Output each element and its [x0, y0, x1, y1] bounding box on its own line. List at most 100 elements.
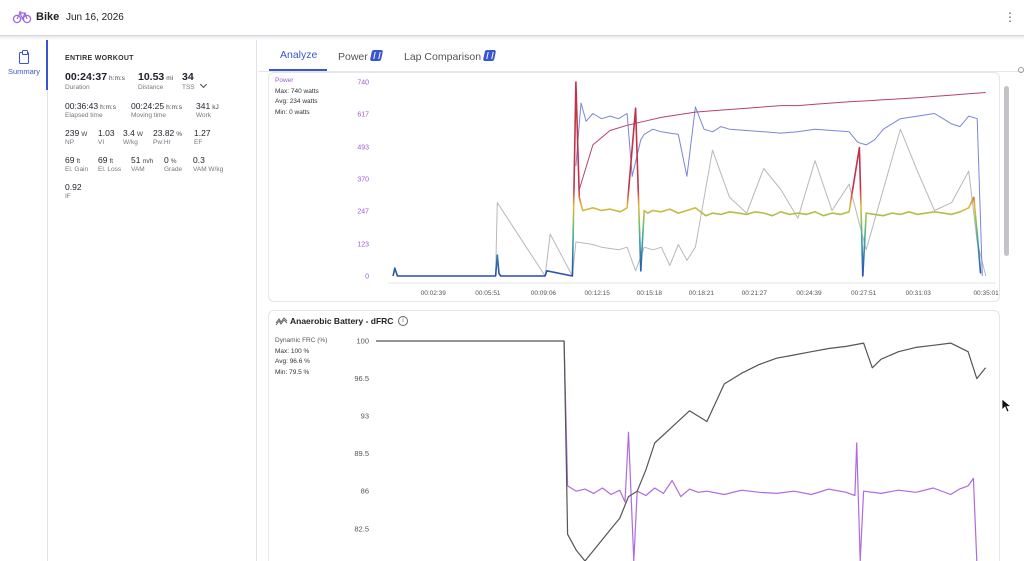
- y-tick-label: 96.5: [354, 374, 369, 383]
- metric-ef: 1.27 EF: [194, 128, 211, 146]
- metric-unit: ft: [109, 158, 114, 165]
- metric-label: IF: [65, 193, 71, 200]
- metric-if: 0.92 IF: [65, 182, 82, 200]
- metric-value: 0.92: [65, 182, 82, 192]
- metric-label: TSS: [182, 84, 195, 91]
- y-tick-label: 617: [357, 112, 369, 119]
- grey-series-line: [495, 128, 987, 277]
- x-tick-label: 00:24:39: [796, 290, 822, 297]
- metric-label: Distance: [138, 84, 164, 91]
- metric-tss[interactable]: 34 TSS: [182, 71, 207, 91]
- summary-heading: ENTIRE WORKOUT: [65, 55, 134, 62]
- metric-el-loss: 69 ft El. Loss: [98, 155, 121, 173]
- metric-unit: m/h: [142, 158, 154, 165]
- clipboard-icon[interactable]: [19, 50, 29, 64]
- metric-value: 0: [164, 155, 169, 165]
- metric-label: Work: [196, 112, 212, 119]
- metric-label: W/kg: [123, 139, 138, 146]
- metric-label: El. Gain: [65, 166, 89, 173]
- legend-avg: Avg: 96.6 %: [275, 358, 310, 365]
- metric-moving-time: 00:24:25 h:m:s Moving time: [131, 101, 182, 119]
- metric-el-gain: 69 ft El. Gain: [65, 155, 88, 173]
- y-tick-label: 370: [357, 177, 369, 184]
- metric-vi: 1.03 VI: [98, 128, 115, 146]
- settings-dot-icon[interactable]: [1018, 67, 1024, 73]
- rail-active-indicator: [46, 40, 48, 90]
- active-tab-underline: [269, 69, 327, 71]
- y-tick-label: 493: [357, 144, 369, 151]
- x-tick-label: 00:27:51: [851, 290, 877, 297]
- legend-min: Min: 0 watts: [275, 108, 310, 116]
- page-title: Bike: [36, 11, 60, 23]
- metric-value: 10.53: [138, 71, 165, 83]
- dfrc-legend: Dynamic FRC (%) Max: 100 % Avg: 96.6 % M…: [275, 336, 327, 378]
- tab-analyze[interactable]: Analyze: [280, 49, 317, 61]
- x-tick-label: 00:05:51: [475, 290, 501, 297]
- metric-value: 0.3: [193, 155, 205, 165]
- metric-unit: h:m:s: [100, 104, 116, 111]
- x-tick-label: 00:35:01: [973, 290, 999, 297]
- legend-max: Max: 100 %: [275, 347, 310, 355]
- metric-unit: ft: [76, 158, 81, 165]
- mouse-cursor-icon: [1001, 398, 1013, 413]
- top-bar: Bike Jun 16, 2026 ⋮: [0, 0, 1024, 36]
- y-tick-label: 123: [357, 241, 369, 248]
- metric-unit: W: [136, 131, 143, 138]
- legend-max: Max: 740 watts: [275, 87, 319, 95]
- metric-label: VI: [98, 139, 105, 146]
- blue-series-line: [575, 102, 983, 277]
- metric-value: 23.82: [153, 128, 175, 138]
- metric-value: 3.4: [123, 128, 135, 138]
- legend-min: Min: 79.5 %: [275, 368, 310, 376]
- metric-elapsed-time: 00:36:43 h:m:s Elapsed time: [65, 101, 116, 119]
- power-line: [392, 81, 982, 277]
- x-tick-label: 00:09:06: [531, 290, 557, 297]
- metric-label: EF: [194, 139, 203, 146]
- metric-label: El. Loss: [98, 166, 122, 173]
- battery-trend-icon: [275, 317, 288, 326]
- y-tick-label: 247: [357, 209, 369, 216]
- metric-np: 239 W NP: [65, 128, 87, 146]
- tab-label: Lap Comparison: [404, 51, 482, 63]
- tab-power[interactable]: Power: [338, 49, 383, 63]
- metric-grade: 0% Grade: [164, 155, 182, 173]
- metric-value: 00:24:25: [131, 101, 165, 111]
- metric-value: 1.27: [194, 128, 211, 138]
- metric-label: Pw:Hr: [153, 139, 171, 146]
- metric-wkg: 3.4 W W/kg: [123, 128, 143, 146]
- topbar-shadow: [0, 36, 1024, 40]
- metric-unit: W: [81, 131, 88, 138]
- y-tick-label: 86: [361, 487, 369, 496]
- metric-value: 00:24:37: [65, 71, 108, 83]
- x-tick-label: 00:18:21: [689, 290, 715, 297]
- tab-label: Power: [338, 51, 368, 63]
- metric-value: 69: [98, 155, 108, 165]
- dfrc-chart-panel: [268, 310, 1000, 561]
- metric-distance: 10.53 mi Distance: [138, 71, 173, 91]
- metric-label: Elapsed time: [65, 112, 103, 119]
- y-tick-label: 93: [361, 412, 369, 421]
- tab-label: Analyze: [280, 49, 318, 61]
- left-rail: Summary: [0, 40, 48, 561]
- metric-vam: 51 m/h VAM: [131, 155, 153, 173]
- rail-summary-label[interactable]: Summary: [7, 67, 41, 76]
- scrollbar-thumb[interactable]: [1004, 86, 1009, 256]
- metric-label: Moving time: [131, 112, 167, 119]
- x-tick-label: 00:31:03: [906, 290, 932, 297]
- y-tick-label: 740: [357, 80, 369, 87]
- tab-lap-comparison[interactable]: Lap Comparison: [404, 49, 497, 63]
- bike-icon: [12, 11, 32, 24]
- metric-unit: kJ: [212, 104, 219, 111]
- y-tick-label: 100: [356, 337, 369, 346]
- metric-unit: %: [176, 131, 183, 138]
- metric-label: VAM W/kg: [193, 166, 224, 173]
- metric-label: Duration: [65, 84, 90, 91]
- summary-panel: ENTIRE WORKOUT 00:24:37 h:m:s Duration 10…: [49, 40, 257, 561]
- info-icon[interactable]: i: [398, 316, 408, 326]
- metric-vam-wkg: 0.3 VAM W/kg: [193, 155, 223, 173]
- metric-value: 34: [182, 71, 194, 83]
- x-tick-label: 00:12:15: [585, 290, 611, 297]
- metric-unit: h:m:s: [109, 75, 125, 82]
